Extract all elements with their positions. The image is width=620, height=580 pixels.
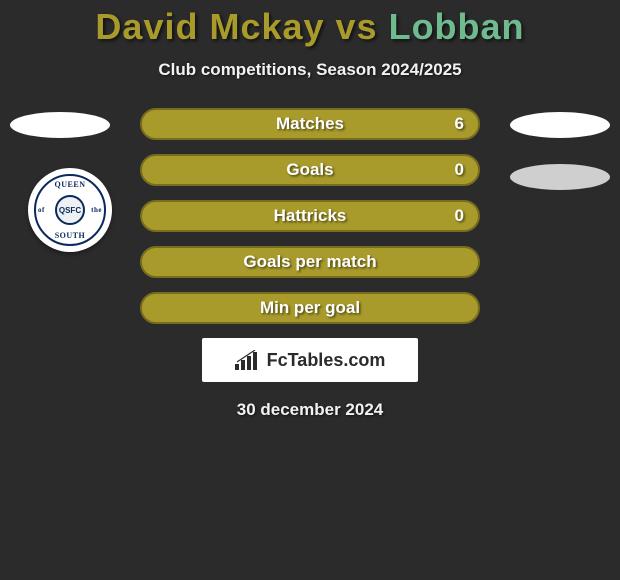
stat-label: Goals per match <box>243 252 376 272</box>
stat-bar: Goals 0 <box>140 154 480 186</box>
badge-text-right: the <box>91 206 102 214</box>
player1-name: David Mckay <box>95 6 324 47</box>
brand-text: FcTables.com <box>267 350 386 371</box>
vs-text: vs <box>325 6 389 47</box>
club-badge-ring: QUEEN SOUTH of the QSFC <box>34 174 106 246</box>
stat-bar: Hattricks 0 <box>140 200 480 232</box>
stat-label: Goals <box>286 160 333 180</box>
stat-bar: Matches 6 <box>140 108 480 140</box>
season-subtitle: Club competitions, Season 2024/2025 <box>0 60 620 80</box>
stat-bar: Goals per match <box>140 246 480 278</box>
brand-logo[interactable]: FcTables.com <box>202 338 418 382</box>
player2-name: Lobban <box>389 6 525 47</box>
player2-club-placeholder <box>510 164 610 190</box>
badge-text-left: of <box>38 206 45 214</box>
stat-value: 6 <box>455 114 464 134</box>
stat-label: Hattricks <box>274 206 347 226</box>
badge-text-top: QUEEN <box>55 180 86 189</box>
snapshot-date: 30 december 2024 <box>0 400 620 420</box>
bar-chart-icon <box>235 350 261 370</box>
stats-section: QUEEN SOUTH of the QSFC Matches6Goals0Ha… <box>0 108 620 420</box>
badge-core: QSFC <box>55 195 85 225</box>
stat-value: 0 <box>455 206 464 226</box>
stat-label: Matches <box>276 114 344 134</box>
stat-value: 0 <box>455 160 464 180</box>
player1-club-badge: QUEEN SOUTH of the QSFC <box>28 168 112 252</box>
stat-bar: Min per goal <box>140 292 480 324</box>
badge-text-bottom: SOUTH <box>55 231 86 240</box>
stat-label: Min per goal <box>260 298 360 318</box>
player1-photo-placeholder <box>10 112 110 138</box>
comparison-title: David Mckay vs Lobban <box>0 6 620 48</box>
player2-photo-placeholder <box>510 112 610 138</box>
stat-bars: Matches 6 Goals 0 Hattricks 0 Goals per match M… <box>140 108 480 324</box>
